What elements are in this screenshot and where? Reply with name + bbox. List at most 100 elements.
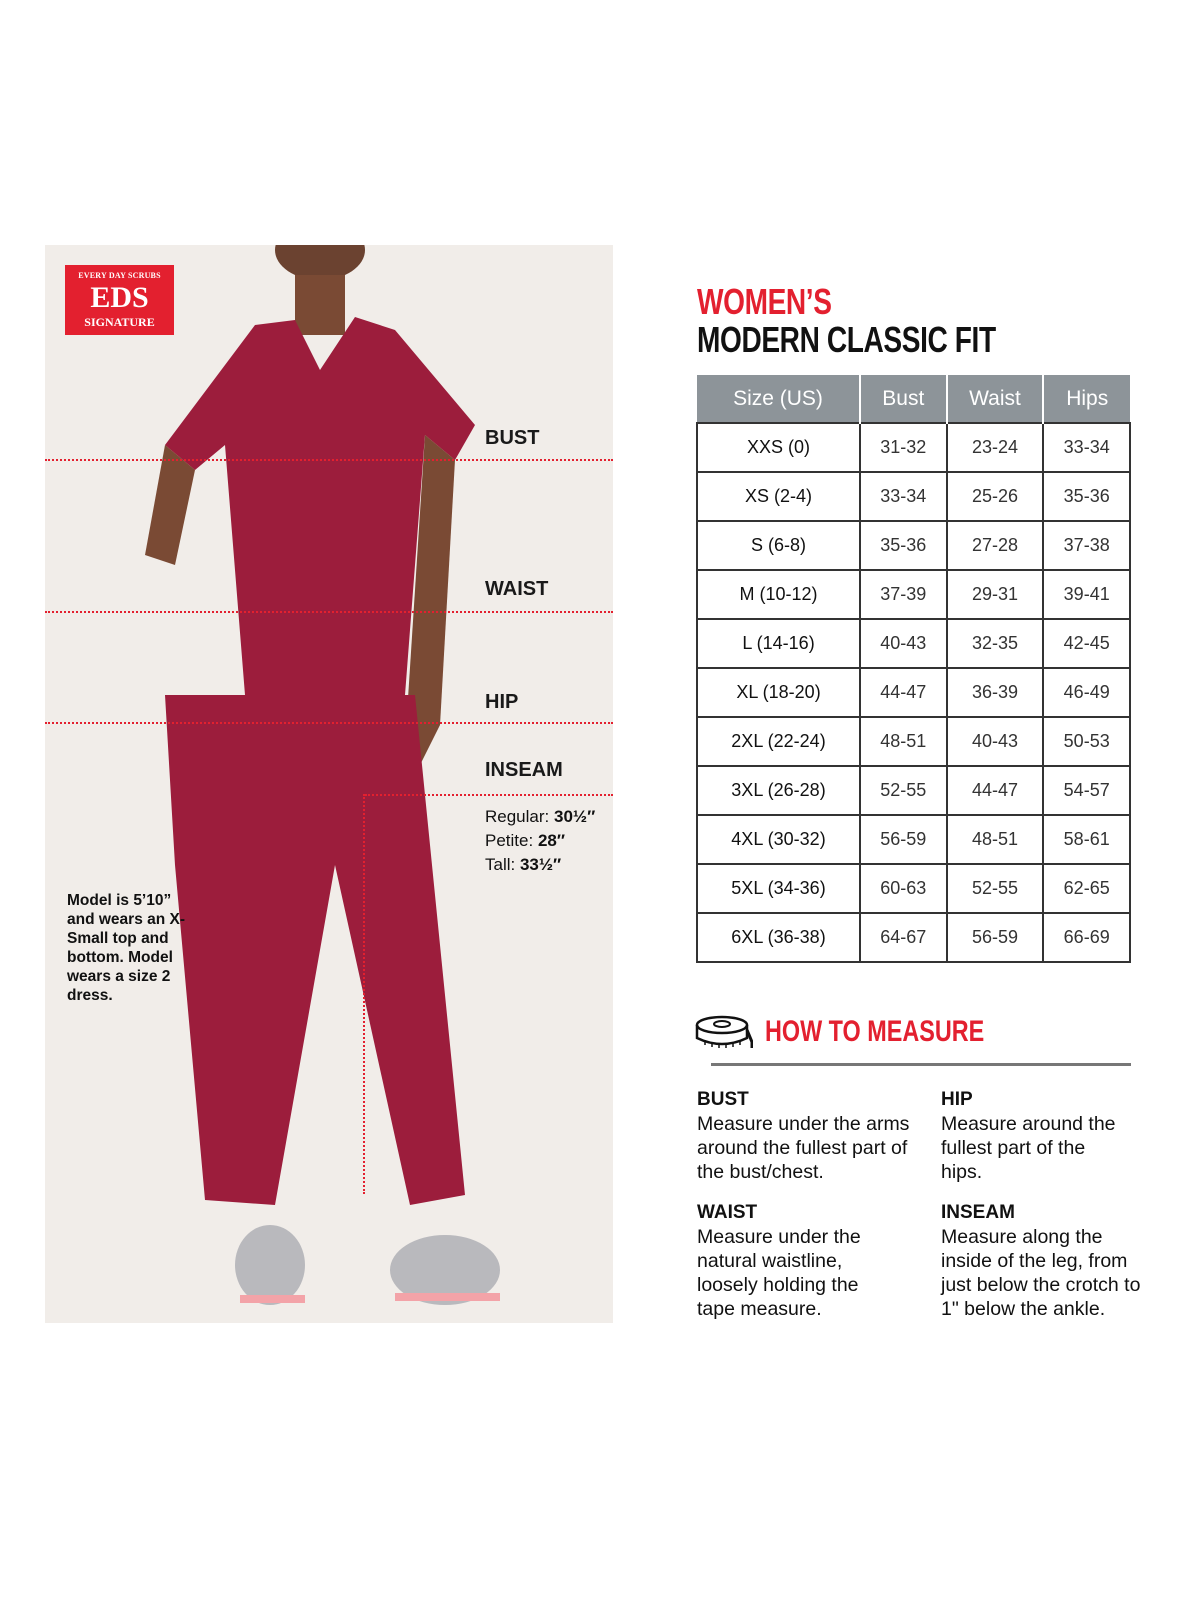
measure-bust: BUST Measure under the arms around the fu… (697, 1088, 927, 1184)
measure-waist: WAIST Measure under the natural waistline… (697, 1201, 897, 1321)
table-row: 3XL (26-28) 52-55 44-47 54-57 (696, 765, 1131, 816)
measure-inseam-text: Measure along the inside of the leg, fro… (941, 1226, 1141, 1320)
tape-measure-icon (695, 1015, 753, 1048)
table-cell: XL (18-20) (696, 667, 861, 718)
inseam-line (365, 794, 613, 796)
table-cell: 66-69 (1042, 912, 1131, 963)
table-cell: 37-38 (1042, 520, 1131, 571)
chart-title-line1: WOMEN’S (697, 281, 832, 322)
table-row: 5XL (34-36) 60-63 52-55 62-65 (696, 863, 1131, 914)
measure-hip-title: HIP (941, 1089, 973, 1110)
table-cell: XS (2-4) (696, 471, 861, 522)
table-cell: 44-47 (945, 765, 1045, 816)
table-cell: 58-61 (1042, 814, 1131, 865)
bust-line (45, 459, 613, 461)
measure-waist-text: Measure under the natural waistline, loo… (697, 1226, 861, 1320)
measure-inseam-title: INSEAM (941, 1202, 1015, 1223)
measure-inseam: INSEAM Measure along the inside of the le… (941, 1201, 1151, 1321)
inseam-lengths: Regular: 30½″ Petite: 28″ Tall: 33½″ (485, 805, 595, 877)
model-photo: EVERY DAY SCRUBS EDS SIGNATURE BUST WAIS… (45, 245, 613, 1323)
divider (711, 1063, 1131, 1066)
table-row: S (6-8) 35-36 27-28 37-38 (696, 520, 1131, 571)
column-header: Size (US) (697, 375, 860, 423)
model-note: Model is 5’10” and wears an X-Small top … (67, 892, 186, 1004)
table-row: XXS (0) 31-32 23-24 33-34 (696, 422, 1131, 473)
measure-hip-text: Measure around the fullest part of the h… (941, 1113, 1116, 1183)
table-cell: 35-36 (859, 520, 948, 571)
table-cell: 36-39 (945, 667, 1045, 718)
table-cell: 42-45 (1042, 618, 1131, 669)
bust-label: BUST (485, 427, 540, 449)
table-row: M (10-12) 37-39 29-31 39-41 (696, 569, 1131, 620)
table-cell: 56-59 (945, 912, 1045, 963)
table-row: XS (2-4) 33-34 25-26 35-36 (696, 471, 1131, 522)
table-cell: 35-36 (1042, 471, 1131, 522)
table-cell: 60-63 (859, 863, 948, 914)
model-figure (145, 245, 500, 1305)
logo-main: EDS (90, 281, 149, 314)
table-cell: 2XL (22-24) (696, 716, 861, 767)
table-cell: 3XL (26-28) (696, 765, 861, 816)
logo-tagline: EVERY DAY SCRUBS (78, 271, 161, 280)
table-cell: 48-51 (859, 716, 948, 767)
table-cell: 5XL (34-36) (696, 863, 861, 914)
table-cell: 6XL (36-38) (696, 912, 861, 963)
measure-waist-title: WAIST (697, 1202, 758, 1223)
table-cell: 39-41 (1042, 569, 1131, 620)
table-cell: 31-32 (859, 422, 948, 473)
table-cell: 23-24 (945, 422, 1045, 473)
table-cell: 37-39 (859, 569, 948, 620)
table-cell: 52-55 (859, 765, 948, 816)
logo-bottom: SIGNATURE (84, 315, 155, 329)
inseam-label: INSEAM (485, 759, 563, 781)
table-header-row: Size (US) Bust Waist Hips (697, 375, 1130, 423)
table-cell: 25-26 (945, 471, 1045, 522)
table-cell: 48-51 (945, 814, 1045, 865)
table-cell: S (6-8) (696, 520, 861, 571)
table-cell: 62-65 (1042, 863, 1131, 914)
size-chart-table: Size (US) Bust Waist Hips XXS (0) 31-32 23-24… (696, 375, 1131, 963)
inseam-regular-label: Regular: (485, 807, 550, 826)
table-row: XL (18-20) 44-47 36-39 46-49 (696, 667, 1131, 718)
measure-bust-text: Measure under the arms around the fulles… (697, 1113, 910, 1183)
column-header: Bust (859, 375, 947, 423)
inseam-petite-label: Petite: (485, 831, 534, 850)
measure-hip: HIP Measure around the fullest part of th… (941, 1088, 1121, 1184)
inseam-vertical-line (363, 794, 365, 1194)
inseam-regular-value: 30½″ (554, 807, 596, 826)
table-cell: 40-43 (859, 618, 948, 669)
table-cell: 56-59 (859, 814, 948, 865)
table-cell: 46-49 (1042, 667, 1131, 718)
eds-signature-logo: EVERY DAY SCRUBS EDS SIGNATURE (65, 265, 174, 335)
table-cell: 64-67 (859, 912, 948, 963)
measure-bust-title: BUST (697, 1089, 749, 1110)
how-to-measure-title: HOW TO MEASURE (765, 1015, 985, 1048)
table-cell: 44-47 (859, 667, 948, 718)
inseam-tall-value: 33½″ (519, 855, 562, 874)
table-cell: 40-43 (945, 716, 1045, 767)
table-cell: 52-55 (945, 863, 1045, 914)
waist-label: WAIST (485, 578, 549, 600)
table-cell: 54-57 (1042, 765, 1131, 816)
hip-line (45, 722, 613, 724)
table-cell: 33-34 (859, 471, 948, 522)
hip-label: HIP (485, 691, 519, 713)
table-cell: 33-34 (1042, 422, 1131, 473)
table-cell: XXS (0) (696, 422, 861, 473)
inseam-petite-value: 28″ (537, 831, 565, 850)
column-header: Hips (1042, 375, 1130, 423)
column-header: Waist (945, 375, 1044, 423)
table-cell: 4XL (30-32) (696, 814, 861, 865)
chart-title-line2: MODERN CLASSIC FIT (697, 319, 996, 360)
table-cell: 32-35 (945, 618, 1045, 669)
table-cell: L (14-16) (696, 618, 861, 669)
table-row: 2XL (22-24) 48-51 40-43 50-53 (696, 716, 1131, 767)
table-cell: 50-53 (1042, 716, 1131, 767)
table-cell: 27-28 (945, 520, 1045, 571)
table-row: L (14-16) 40-43 32-35 42-45 (696, 618, 1131, 669)
table-row: 4XL (30-32) 56-59 48-51 58-61 (696, 814, 1131, 865)
table-cell: 29-31 (945, 569, 1045, 620)
table-cell: M (10-12) (696, 569, 861, 620)
waist-line (45, 611, 613, 613)
how-to-measure-heading: HOW TO MEASURE (695, 1014, 1046, 1050)
